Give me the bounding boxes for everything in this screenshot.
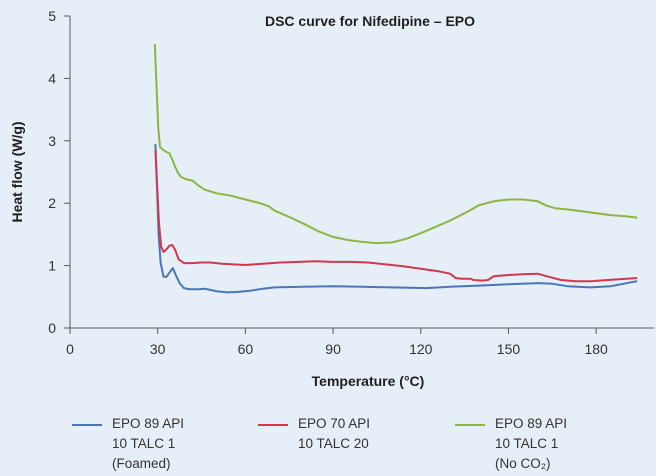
x-tick-label: 150 [497, 341, 521, 357]
x-tick-label: 60 [238, 341, 254, 357]
legend-label-epo70: EPO 70 API 10 TALC 20 [298, 416, 371, 451]
series-line-1 [154, 143, 638, 294]
series-line-3 [153, 44, 638, 245]
chart-title: DSC curve for Nifedipine – EPO [265, 13, 475, 29]
x-axis-label: Temperature (°C) [312, 373, 425, 389]
axes: 0 1 2 3 4 5 0 30 60 90 120 150 180 [48, 8, 654, 357]
x-tick-label: 90 [325, 341, 341, 357]
series-line-2 [154, 150, 638, 283]
y-tick-label: 4 [48, 70, 56, 86]
x-tick-label: 0 [66, 341, 74, 357]
y-tick-label: 0 [48, 320, 56, 336]
legend-swatch-epo70 [258, 424, 288, 426]
legend-label-no-co2: EPO 89 API 10 TALC 1 (No CO₂) [495, 416, 568, 471]
y-tick-label: 1 [48, 258, 56, 274]
legend-swatch-no-co2 [455, 424, 485, 426]
y-tick-label: 5 [48, 8, 56, 24]
x-tick-label: 120 [409, 341, 433, 357]
legend-label-foamed: EPO 89 API 10 TALC 1 (Foamed) [112, 416, 185, 471]
series-group [153, 44, 638, 294]
legend: EPO 89 API 10 TALC 1 (Foamed) EPO 70 API… [0, 414, 656, 476]
x-tick-label: 180 [584, 341, 608, 357]
x-tick-label: 30 [150, 341, 166, 357]
y-tick-label: 3 [48, 133, 56, 149]
legend-swatch-foamed [72, 424, 102, 426]
y-tick-label: 2 [48, 195, 56, 211]
y-axis-label: Heat flow (W/g) [9, 121, 25, 222]
